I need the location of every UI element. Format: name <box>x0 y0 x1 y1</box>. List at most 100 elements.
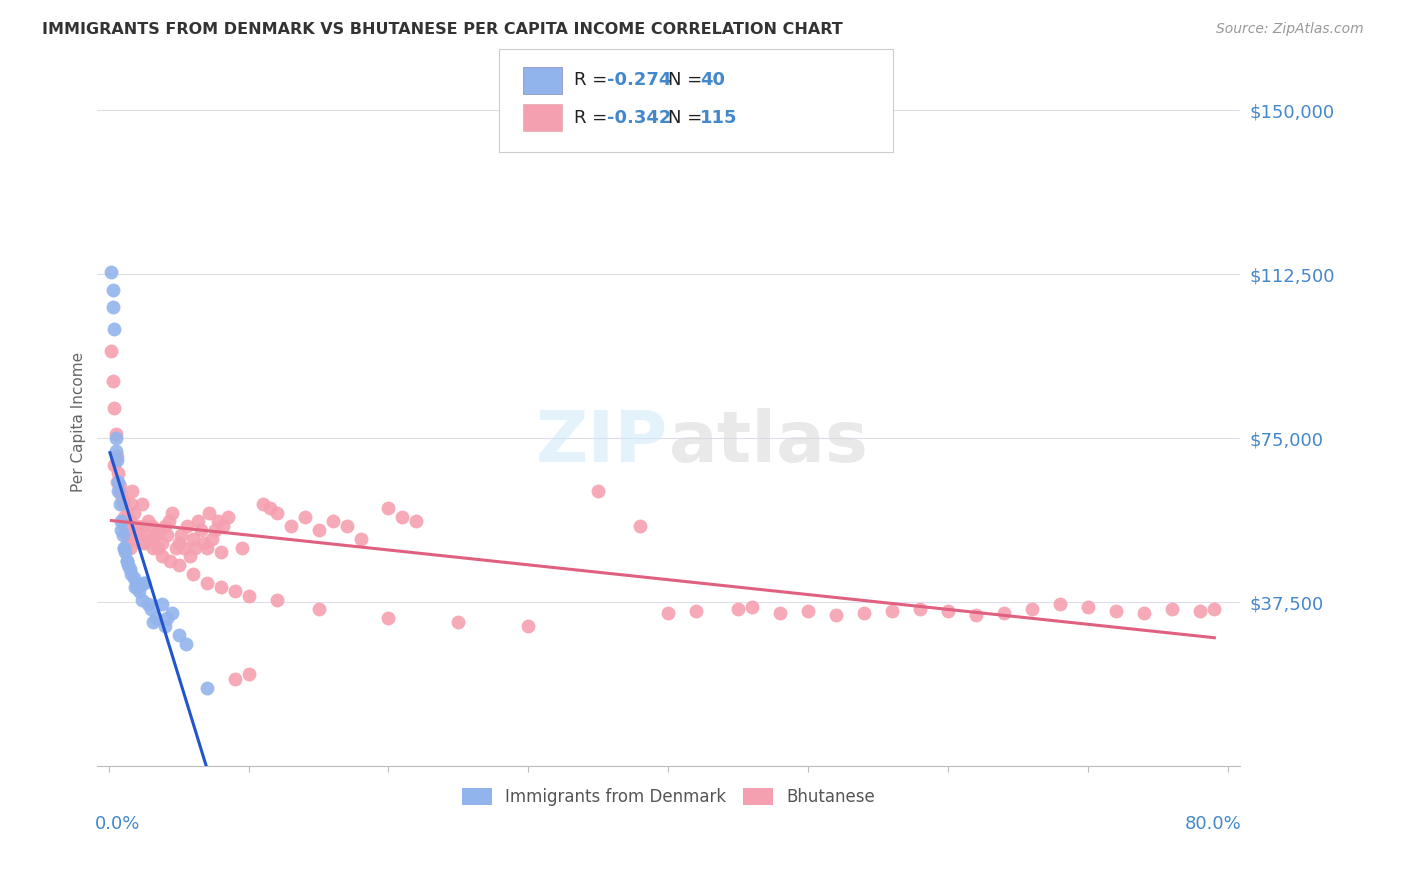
Text: -0.274: -0.274 <box>607 71 672 89</box>
Point <box>112 541 135 555</box>
Point <box>170 527 193 541</box>
Point <box>100 265 122 279</box>
Point <box>160 606 183 620</box>
Point <box>132 518 155 533</box>
Point <box>238 589 260 603</box>
Point <box>377 501 399 516</box>
Point <box>209 545 232 559</box>
Point <box>201 532 224 546</box>
Point <box>127 527 149 541</box>
Point <box>321 515 343 529</box>
Point <box>142 541 165 555</box>
Point <box>167 628 190 642</box>
Point <box>118 515 141 529</box>
Point <box>204 523 226 537</box>
Point <box>128 532 150 546</box>
Point <box>195 575 218 590</box>
Point <box>630 518 652 533</box>
Y-axis label: Per Capita Income: Per Capita Income <box>72 351 86 492</box>
Point <box>195 541 218 555</box>
Point <box>160 506 183 520</box>
Point <box>238 667 260 681</box>
Point <box>153 619 176 633</box>
Text: -0.342: -0.342 <box>607 109 672 127</box>
Point <box>148 523 170 537</box>
Point <box>853 606 876 620</box>
Point <box>1204 602 1226 616</box>
Point <box>335 518 357 533</box>
Point <box>198 506 221 520</box>
Point <box>115 510 138 524</box>
Point <box>139 602 162 616</box>
Point <box>145 610 167 624</box>
Point <box>120 497 142 511</box>
Point <box>308 602 330 616</box>
Point <box>224 584 246 599</box>
Point <box>121 483 143 498</box>
Point <box>114 518 136 533</box>
Point <box>105 449 128 463</box>
Point <box>122 571 145 585</box>
Text: N =: N = <box>668 109 707 127</box>
Point <box>143 527 166 541</box>
Point <box>167 536 190 550</box>
Text: 115: 115 <box>700 109 738 127</box>
Point <box>107 467 129 481</box>
Legend: Immigrants from Denmark, Bhutanese: Immigrants from Denmark, Bhutanese <box>456 781 882 814</box>
Point <box>125 580 148 594</box>
Point <box>685 604 707 618</box>
Point <box>129 536 152 550</box>
Point <box>101 300 124 314</box>
Point <box>193 536 215 550</box>
Text: Source: ZipAtlas.com: Source: ZipAtlas.com <box>1216 22 1364 37</box>
Point <box>112 510 135 524</box>
Point <box>173 541 195 555</box>
Point <box>181 566 204 581</box>
Point <box>118 562 141 576</box>
Point <box>294 510 316 524</box>
Point <box>107 483 129 498</box>
Point <box>108 483 131 498</box>
Point <box>103 401 125 415</box>
Text: 40: 40 <box>700 71 725 89</box>
Point <box>150 549 173 564</box>
Point <box>131 593 153 607</box>
Point <box>110 523 132 537</box>
Point <box>993 606 1015 620</box>
Point <box>797 604 820 618</box>
Point <box>132 575 155 590</box>
Point <box>165 541 187 555</box>
Point <box>224 672 246 686</box>
Point <box>212 518 235 533</box>
Point <box>146 541 169 555</box>
Point <box>105 475 128 489</box>
Point <box>111 497 134 511</box>
Point <box>108 497 131 511</box>
Point <box>142 615 165 629</box>
Point <box>101 375 124 389</box>
Text: R =: R = <box>574 109 613 127</box>
Point <box>207 515 229 529</box>
Point <box>110 488 132 502</box>
Point <box>1105 604 1128 618</box>
Point <box>124 580 146 594</box>
Point <box>741 599 763 614</box>
Point <box>1189 604 1212 618</box>
Point <box>377 610 399 624</box>
Point <box>1161 602 1184 616</box>
Point <box>115 527 138 541</box>
Point <box>132 575 155 590</box>
Point <box>128 532 150 546</box>
Point <box>134 536 156 550</box>
Point <box>122 523 145 537</box>
Point <box>153 518 176 533</box>
Point <box>266 593 288 607</box>
Point <box>136 598 159 612</box>
Point <box>108 479 131 493</box>
Text: atlas: atlas <box>668 408 869 477</box>
Point <box>187 515 209 529</box>
Point <box>176 518 198 533</box>
Point <box>1133 606 1156 620</box>
Text: N =: N = <box>668 71 707 89</box>
Text: ZIP: ZIP <box>536 408 668 477</box>
